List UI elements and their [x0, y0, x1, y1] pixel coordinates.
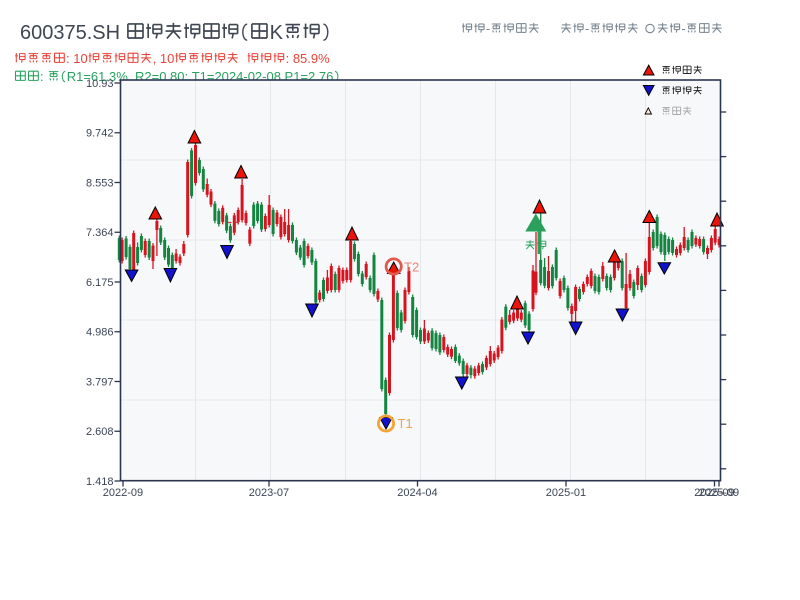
svg-text:7.364: 7.364: [86, 227, 114, 239]
svg-text:;: ;: [185, 69, 189, 84]
svg-text:: 10: : 10: [66, 51, 88, 66]
svg-text:6.175: 6.175: [86, 277, 114, 289]
svg-text:600375.SH: 600375.SH: [20, 22, 120, 44]
svg-text:3.797: 3.797: [86, 376, 114, 388]
svg-text:2023-07: 2023-07: [249, 487, 289, 499]
svg-text:-: -: [682, 22, 686, 36]
svg-text:2025-09: 2025-09: [694, 487, 734, 499]
svg-text:T1: T1: [398, 416, 413, 431]
svg-text:1.418: 1.418: [86, 476, 114, 488]
svg-text:,: ,: [128, 69, 132, 84]
svg-text:2.608: 2.608: [86, 426, 114, 438]
svg-text:4.986: 4.986: [86, 327, 114, 339]
svg-text:2025-09: 2025-09: [699, 487, 739, 499]
svg-text:2022-09: 2022-09: [103, 487, 143, 499]
svg-text:2024-04: 2024-04: [397, 487, 437, 499]
svg-text:K: K: [270, 22, 284, 44]
svg-text:T2: T2: [404, 260, 419, 275]
svg-text:10.93: 10.93: [86, 78, 114, 90]
svg-text:, 10: , 10: [153, 51, 175, 66]
svg-text::: :: [40, 69, 44, 84]
svg-text:9.742: 9.742: [86, 128, 114, 140]
svg-text:-: -: [585, 22, 589, 36]
svg-text:R1=61.3%: R1=61.3%: [67, 69, 129, 84]
svg-text:2025-01: 2025-01: [546, 487, 586, 499]
svg-text:-: -: [486, 22, 490, 36]
svg-text:8.553: 8.553: [86, 177, 114, 189]
svg-text:: 85.9%: : 85.9%: [286, 51, 331, 66]
